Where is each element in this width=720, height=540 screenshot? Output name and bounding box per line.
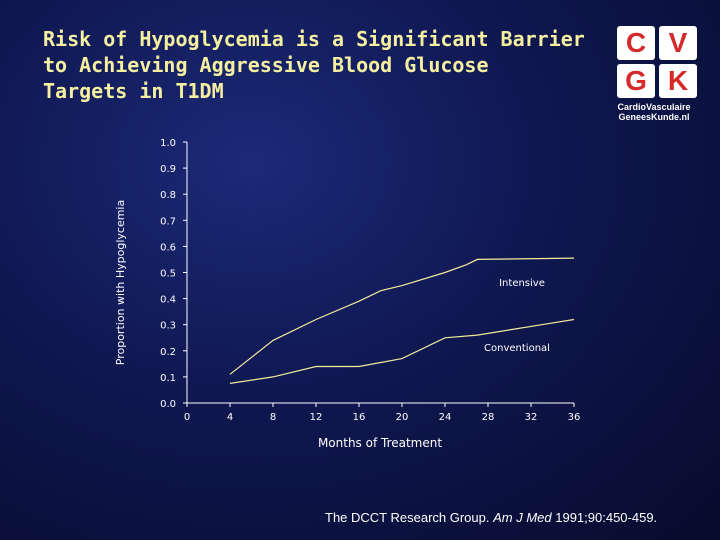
y-tick-label: 0.9 — [160, 164, 176, 175]
logo-text-line1: CardioVasculaire — [617, 102, 691, 112]
x-axis-label: Months of Treatment — [318, 436, 442, 450]
series-line-conventional — [229, 318, 575, 384]
citation-journal: Am J Med — [493, 510, 552, 525]
x-tick-label: 32 — [525, 412, 538, 423]
citation-details: 1991;90:450-459. — [551, 510, 658, 525]
cvgk-logo: C V G K CardioVasculaire GeneesKunde.nl — [612, 22, 697, 122]
logo-letter-k: K — [659, 64, 697, 98]
x-tick-label: 16 — [353, 412, 366, 423]
y-tick-label: 0.2 — [160, 347, 176, 358]
y-tick-label: 0.5 — [160, 269, 176, 280]
x-tick-label: 8 — [270, 412, 276, 423]
logo-text-line2: GeneesKunde.nl — [618, 112, 690, 122]
logo-letter-v: V — [659, 26, 697, 60]
y-tick-label: 0.1 — [160, 373, 176, 384]
series-line-intensive — [229, 257, 575, 375]
logo-letter-c: C — [617, 26, 655, 60]
y-tick-label: 1.0 — [160, 138, 176, 149]
x-tick-label: 4 — [227, 412, 233, 423]
x-tick-label: 12 — [310, 412, 323, 423]
y-tick-label: 0.7 — [160, 216, 176, 227]
x-tick-label: 24 — [439, 412, 452, 423]
series-label-intensive: Intensive — [499, 278, 545, 289]
y-tick-label: 0.8 — [160, 190, 176, 201]
x-tick-label: 0 — [184, 412, 190, 423]
x-tick-label: 36 — [568, 412, 581, 423]
y-tick-label: 0.4 — [160, 295, 176, 306]
logo-letter-g: G — [617, 64, 655, 98]
y-tick-label: 0.3 — [160, 321, 176, 332]
y-tick-label: 0.6 — [160, 242, 176, 253]
y-axis-label: Proportion with Hypoglycemia — [114, 200, 127, 365]
x-tick-label: 28 — [482, 412, 495, 423]
y-tick-label: 0.0 — [160, 399, 176, 410]
citation-authors: The DCCT Research Group. — [325, 510, 494, 525]
series-label-conventional: Conventional — [484, 343, 550, 354]
x-tick-label: 20 — [396, 412, 409, 423]
slide-title: Risk of Hypoglycemia is a Significant Ba… — [43, 27, 585, 103]
citation: The DCCT Research Group. Am J Med 1991;9… — [325, 510, 657, 525]
